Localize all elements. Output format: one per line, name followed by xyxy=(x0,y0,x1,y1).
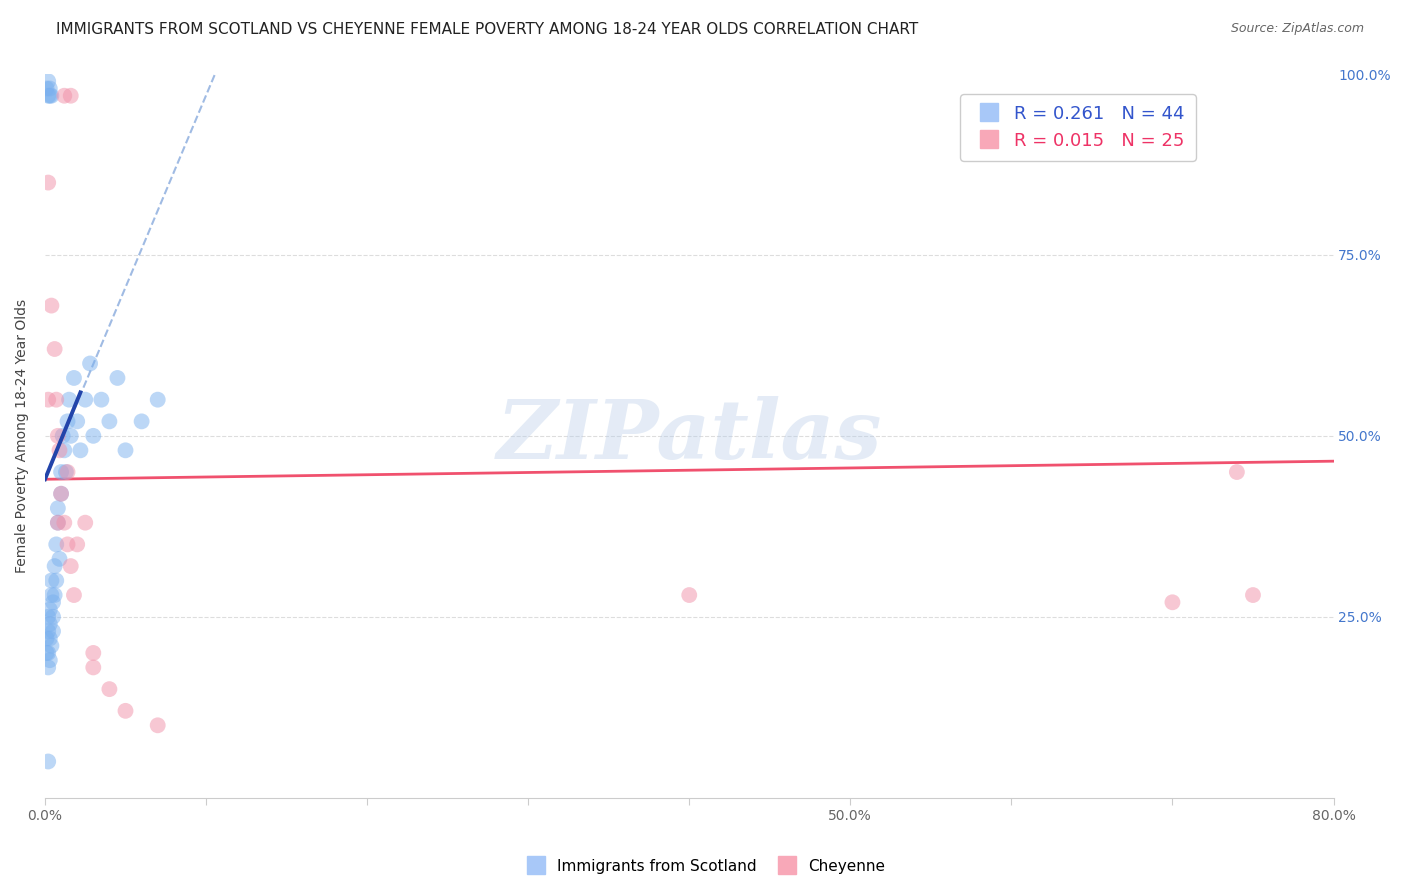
Text: Source: ZipAtlas.com: Source: ZipAtlas.com xyxy=(1230,22,1364,36)
Point xyxy=(42,624,65,639)
Point xyxy=(82,660,104,674)
Point xyxy=(41,574,63,588)
Point xyxy=(37,88,59,103)
Point xyxy=(37,660,59,674)
Point xyxy=(98,682,121,697)
Point xyxy=(49,465,72,479)
Y-axis label: Female Poverty Among 18-24 Year Olds: Female Poverty Among 18-24 Year Olds xyxy=(15,299,30,573)
Point xyxy=(44,559,66,574)
Point xyxy=(46,501,69,516)
Point xyxy=(46,516,69,530)
Point xyxy=(45,537,67,551)
Point xyxy=(38,617,60,632)
Point xyxy=(63,588,86,602)
Point xyxy=(45,574,67,588)
Point xyxy=(38,602,60,616)
Point xyxy=(75,392,97,407)
Point xyxy=(48,443,70,458)
Point xyxy=(59,429,82,443)
Point xyxy=(52,429,75,443)
Point xyxy=(37,624,59,639)
Point xyxy=(131,414,153,428)
Point xyxy=(56,465,79,479)
Point xyxy=(58,392,80,407)
Point xyxy=(45,392,67,407)
Point xyxy=(37,176,59,190)
Point xyxy=(46,516,69,530)
Point xyxy=(53,516,76,530)
Point xyxy=(42,609,65,624)
Point xyxy=(678,588,700,602)
Point xyxy=(37,392,59,407)
Point xyxy=(82,429,104,443)
Point xyxy=(38,88,60,103)
Point xyxy=(90,392,112,407)
Text: ZIPatlas: ZIPatlas xyxy=(496,396,882,475)
Text: IMMIGRANTS FROM SCOTLAND VS CHEYENNE FEMALE POVERTY AMONG 18-24 YEAR OLDS CORREL: IMMIGRANTS FROM SCOTLAND VS CHEYENNE FEM… xyxy=(56,22,918,37)
Point xyxy=(1226,465,1249,479)
Point xyxy=(59,88,82,103)
Point xyxy=(44,342,66,356)
Point xyxy=(41,639,63,653)
Point xyxy=(69,443,91,458)
Point xyxy=(75,516,97,530)
Point xyxy=(48,552,70,566)
Point xyxy=(38,81,60,95)
Point xyxy=(49,487,72,501)
Point xyxy=(53,88,76,103)
Point xyxy=(42,595,65,609)
Point xyxy=(37,74,59,88)
Point xyxy=(79,356,101,370)
Legend: R = 0.261   N = 44, R = 0.015   N = 25: R = 0.261 N = 44, R = 0.015 N = 25 xyxy=(960,94,1195,161)
Point xyxy=(37,755,59,769)
Point xyxy=(107,371,129,385)
Point xyxy=(1161,595,1184,609)
Point xyxy=(41,88,63,103)
Point xyxy=(44,588,66,602)
Point xyxy=(53,443,76,458)
Point xyxy=(56,414,79,428)
Point xyxy=(38,653,60,667)
Point xyxy=(37,646,59,660)
Point xyxy=(56,537,79,551)
Point xyxy=(35,81,58,95)
Legend: Immigrants from Scotland, Cheyenne: Immigrants from Scotland, Cheyenne xyxy=(515,853,891,880)
Point xyxy=(66,537,89,551)
Point xyxy=(41,588,63,602)
Point xyxy=(82,646,104,660)
Point xyxy=(35,646,58,660)
Point xyxy=(98,414,121,428)
Point xyxy=(63,371,86,385)
Point xyxy=(41,299,63,313)
Point xyxy=(55,465,77,479)
Point xyxy=(114,443,136,458)
Point xyxy=(114,704,136,718)
Point xyxy=(146,392,169,407)
Point xyxy=(37,609,59,624)
Point xyxy=(49,487,72,501)
Point xyxy=(46,429,69,443)
Point xyxy=(59,559,82,574)
Point xyxy=(35,632,58,646)
Point xyxy=(66,414,89,428)
Point xyxy=(1241,588,1264,602)
Point xyxy=(38,632,60,646)
Point xyxy=(146,718,169,732)
